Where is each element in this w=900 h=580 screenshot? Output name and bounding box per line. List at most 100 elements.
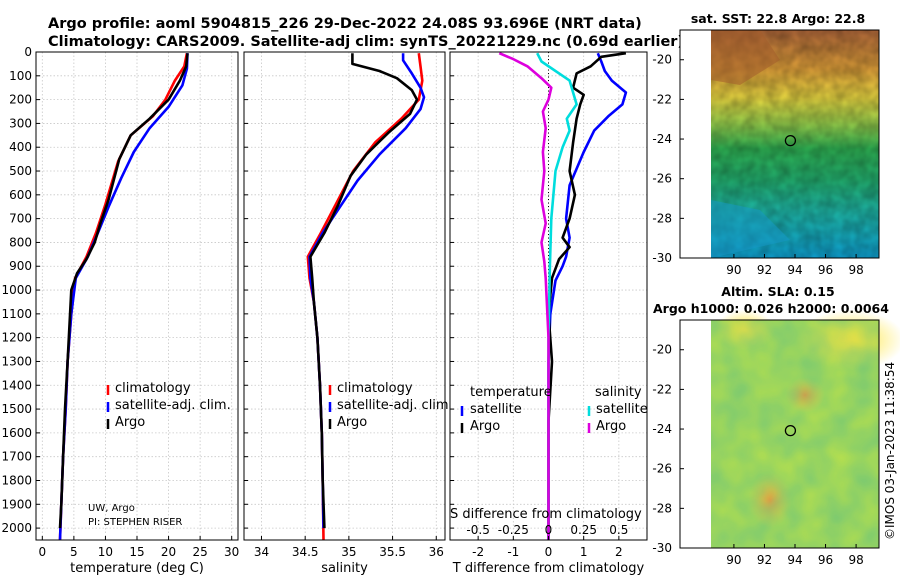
sst_map-y-tick-label: -30	[652, 251, 672, 265]
differences-series-temperature-satellite-line	[547, 52, 628, 540]
sla_map-y-tick-label: -28	[652, 501, 672, 515]
temperature-x-tick-label: 10	[98, 545, 113, 559]
sla_map-x-tick-label: 92	[757, 553, 772, 567]
temperature-y-tick-label: 900	[9, 259, 32, 273]
temperature-y-tick-label: 1500	[1, 402, 32, 416]
salinity-x-tick-label: 35	[341, 545, 356, 559]
sla_map-y-tick-label: -20	[652, 343, 672, 357]
diff-s-tick-label: -0.25	[498, 523, 529, 537]
temperature-y-tick-label: 200	[9, 93, 32, 107]
temperature-y-tick-label: 600	[9, 188, 32, 202]
salinity-frame	[243, 51, 446, 541]
differences-x-axis-label: T difference from climatology	[452, 561, 645, 576]
temperature-y-tick-label: 700	[9, 212, 32, 226]
temperature-y-tick-label: 0	[24, 45, 32, 59]
temperature-y-tick-label: 500	[9, 164, 32, 178]
temperature-y-tick-label: 1200	[1, 331, 32, 345]
temperature-x-tick-label: 30	[224, 545, 239, 559]
diff-legend-salinity-entry: satellite	[596, 402, 648, 417]
differences-series-salinity-argo-line	[498, 52, 553, 540]
sla_map-x-tick-label: 94	[787, 553, 802, 567]
sla-map-title: Altim. SLA: 0.15	[721, 284, 834, 299]
salinity-series-argo-line	[309, 53, 419, 529]
credit-line-2: PI: STEPHEN RISER	[88, 517, 182, 528]
sla-field-texture	[711, 320, 879, 548]
diff-s-tick-label: 0	[545, 523, 553, 537]
sla-map-panel: Altim. SLA: 0.15 Argo h1000: 0.026 h2000…	[652, 284, 900, 567]
temperature-x-tick-label: 0	[38, 545, 46, 559]
sst_map-y-tick-label: -28	[652, 211, 672, 225]
sla_map-y-tick-label: -26	[652, 462, 672, 476]
temperature-series-argo-line	[58, 53, 189, 529]
temperature-plot-area	[36, 52, 238, 540]
salinity-x-tick-label: 34	[254, 545, 269, 559]
salinity-plot-area	[244, 52, 445, 540]
sst_map-x-tick-label: 94	[787, 263, 802, 277]
diff-s-tick-label: 0.5	[609, 523, 628, 537]
temperature-legend-entry: Argo	[115, 415, 145, 430]
sst_map-y-tick-label: -20	[652, 53, 672, 67]
sla_map-x-tick-label: 96	[818, 553, 833, 567]
temperature-y-tick-label: 1400	[1, 378, 32, 392]
sst-map-panel: sat. SST: 22.8 Argo: 22.8 90 92 94 96 98 -20 -…	[652, 11, 880, 277]
temperature-y-tick-label: 1700	[1, 450, 32, 464]
sst_map-y-tick-label: -24	[652, 132, 672, 146]
temperature-y-tick-label: 100	[9, 69, 32, 83]
temperature-y-tick-label: 1300	[1, 354, 32, 368]
temperature-x-tick-label: 15	[129, 545, 144, 559]
sst-warm-patch	[711, 30, 780, 85]
temperature-y-tick-label: 1800	[1, 473, 32, 487]
sla_map-blank-region	[680, 320, 711, 548]
temperature-y-tick-label: 800	[9, 235, 32, 249]
sst_map-y-tick-label: -22	[652, 92, 672, 106]
temperature-y-tick-label: 1100	[1, 307, 32, 321]
temperature-profile-panel: 0 5 10 15 20 25 300100200300400500600700800900…	[1, 45, 239, 576]
temperature-x-axis-label: temperature (deg C)	[70, 561, 204, 576]
temperature-legend-entry: climatology	[115, 381, 191, 396]
differences-x-tick-label: -2	[472, 545, 484, 559]
salinity-legend-entry: satellite-adj. clim.	[337, 398, 453, 413]
salinity-x-tick-label: 35.5	[379, 545, 406, 559]
differences-x-tick-label: -1	[507, 545, 519, 559]
sst_map-argo-position-marker	[784, 134, 797, 147]
diff-legend-temperature-entry: satellite	[470, 402, 522, 417]
timestamp-footer: ©IMOS 03-Jan-2023 11:38:54	[883, 362, 897, 540]
sst_map-blank-region	[680, 30, 711, 258]
salinity-legend-entry: climatology	[337, 381, 413, 396]
temperature-x-tick-label: 25	[192, 545, 207, 559]
diff-s-tick-label: 0.25	[570, 523, 597, 537]
diff-legend-salinity-entry: Argo	[596, 419, 626, 434]
differences-series-temperature-argo-line	[547, 51, 627, 540]
sla_map-y-tick-label: -24	[652, 422, 672, 436]
sla_map-frame	[679, 319, 880, 549]
temperature-legend-entry: satellite-adj. clim.	[115, 398, 231, 413]
sst_map-frame	[679, 29, 880, 259]
figure-title-line-1: Argo profile: aoml 5904815_226 29-Dec-20…	[48, 16, 642, 32]
sla_map-argo-position-marker	[784, 424, 797, 437]
sla_map-y-tick-label: -30	[652, 541, 672, 555]
credit-line-1: UW, Argo	[88, 503, 135, 514]
sst_map-y-tick-label: -26	[652, 172, 672, 186]
salinity-legend-entry: Argo	[337, 415, 367, 430]
diff-s-tick-label: -0.5	[466, 523, 489, 537]
diff-legend-temperature-title: temperature	[470, 385, 552, 400]
temperature-y-tick-label: 400	[9, 140, 32, 154]
sst_map-x-tick-label: 96	[818, 263, 833, 277]
difference-profile-panel: -2 -1 0 1 2 T difference from climatology temp…	[449, 51, 648, 576]
salinity-x-axis-label: salinity	[321, 561, 368, 576]
sla_map-x-tick-label: 90	[726, 553, 741, 567]
differences-x-tick-label: 1	[580, 545, 588, 559]
temperature-y-tick-label: 1600	[1, 426, 32, 440]
sla_map-x-tick-label: 98	[848, 553, 863, 567]
sla_map-y-tick-label: -22	[652, 382, 672, 396]
salinity-x-tick-label: 34.5	[292, 545, 319, 559]
temperature-y-tick-label: 1000	[1, 283, 32, 297]
diff-s-axis-label: S difference from climatology	[450, 507, 642, 522]
temperature-x-tick-label: 20	[161, 545, 176, 559]
differences-series-salinity-satellite-line	[536, 52, 578, 540]
salinity-profile-panel: 34 34.5 35 35.5 36 salinity climatology satelli…	[243, 51, 453, 576]
differences-x-tick-label: 0	[545, 545, 553, 559]
sst_map-x-tick-label: 92	[757, 263, 772, 277]
temperature-x-tick-label: 5	[70, 545, 78, 559]
